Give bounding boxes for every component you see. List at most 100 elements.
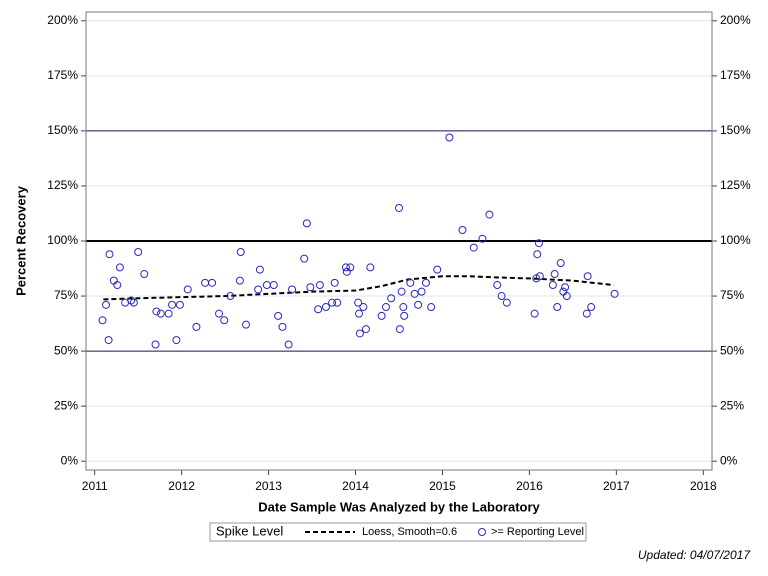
- data-point: [421, 278, 430, 287]
- y2-tick-label: 100%: [720, 233, 751, 247]
- data-point: [535, 272, 544, 281]
- data-point: [469, 243, 478, 252]
- data-point: [502, 298, 511, 307]
- y-tick-label: 0%: [61, 453, 79, 467]
- data-point: [302, 219, 311, 228]
- data-point: [226, 292, 235, 301]
- data-point: [255, 265, 264, 274]
- y-tick-label: 50%: [54, 343, 78, 357]
- data-point: [445, 133, 454, 142]
- x-tick-label: 2015: [429, 479, 456, 493]
- y-tick-label: 175%: [47, 68, 78, 82]
- y-tick-label: 150%: [47, 123, 78, 137]
- data-point: [101, 300, 110, 309]
- data-point: [134, 248, 143, 257]
- data-point: [400, 311, 409, 320]
- data-point: [582, 309, 591, 318]
- data-point: [533, 250, 542, 259]
- footnote: Updated: 04/07/2017: [638, 548, 751, 562]
- data-point: [269, 281, 278, 290]
- data-point: [395, 325, 404, 334]
- y-axis-label: Percent Recovery: [13, 185, 28, 296]
- data-point: [215, 309, 224, 318]
- data-point: [321, 303, 330, 312]
- data-point: [274, 311, 283, 320]
- data-point: [610, 289, 619, 298]
- data-point: [354, 298, 363, 307]
- data-point: [175, 300, 184, 309]
- data-point: [328, 298, 337, 307]
- data-point: [414, 300, 423, 309]
- legend-label: >= Reporting Level: [491, 526, 584, 538]
- data-point: [410, 289, 419, 298]
- data-point: [346, 263, 355, 272]
- y-tick-label: 100%: [47, 233, 78, 247]
- data-point: [314, 305, 323, 314]
- y2-tick-label: 125%: [720, 178, 751, 192]
- data-point: [164, 309, 173, 318]
- data-point: [98, 316, 107, 325]
- y-tick-label: 25%: [54, 398, 78, 412]
- data-point: [534, 239, 543, 248]
- data-point: [220, 316, 229, 325]
- data-point: [315, 281, 324, 290]
- data-point: [127, 296, 136, 305]
- data-point: [183, 285, 192, 294]
- data-point: [361, 325, 370, 334]
- data-point: [288, 285, 297, 294]
- data-point: [284, 340, 293, 349]
- data-point: [478, 234, 487, 243]
- data-point: [333, 298, 342, 307]
- y-tick-label: 75%: [54, 288, 78, 302]
- data-point: [105, 250, 114, 259]
- data-point: [355, 309, 364, 318]
- legend-label: Loess, Smooth=0.6: [362, 526, 457, 538]
- data-point: [433, 265, 442, 274]
- data-point: [406, 278, 415, 287]
- data-point: [493, 281, 502, 290]
- data-point: [341, 263, 350, 272]
- y2-tick-label: 25%: [720, 398, 744, 412]
- data-point: [359, 303, 368, 312]
- data-point: [104, 336, 113, 345]
- data-point: [300, 254, 309, 263]
- x-tick-label: 2017: [603, 479, 630, 493]
- data-point: [278, 322, 287, 331]
- data-point: [168, 300, 177, 309]
- data-point: [129, 298, 138, 307]
- data-point: [553, 303, 562, 312]
- data-point: [208, 278, 217, 287]
- data-point: [330, 278, 339, 287]
- data-point: [381, 303, 390, 312]
- data-point: [583, 272, 592, 281]
- data-point: [236, 248, 245, 257]
- data-point: [485, 210, 494, 219]
- y2-tick-label: 150%: [720, 123, 751, 137]
- x-tick-label: 2016: [516, 479, 543, 493]
- y-tick-label: 125%: [47, 178, 78, 192]
- data-point: [458, 225, 467, 234]
- data-point: [355, 329, 364, 338]
- x-tick-label: 2013: [255, 479, 282, 493]
- data-point: [366, 263, 375, 272]
- data-point: [550, 270, 559, 279]
- data-point: [427, 303, 436, 312]
- data-point: [387, 294, 396, 303]
- data-point: [548, 281, 557, 290]
- data-point: [417, 287, 426, 296]
- data-point: [399, 303, 408, 312]
- loess-line: [103, 275, 614, 301]
- data-point: [497, 292, 506, 301]
- x-tick-label: 2018: [690, 479, 717, 493]
- legend-title: Spike Level: [216, 523, 283, 538]
- data-point: [241, 320, 250, 329]
- plot-frame: [85, 11, 713, 471]
- x-tick-label: 2012: [168, 479, 195, 493]
- data-point: [397, 287, 406, 296]
- y2-tick-label: 200%: [720, 13, 751, 27]
- data-point: [562, 292, 571, 301]
- y-tick-label: 200%: [47, 13, 78, 27]
- y2-tick-label: 175%: [720, 68, 751, 82]
